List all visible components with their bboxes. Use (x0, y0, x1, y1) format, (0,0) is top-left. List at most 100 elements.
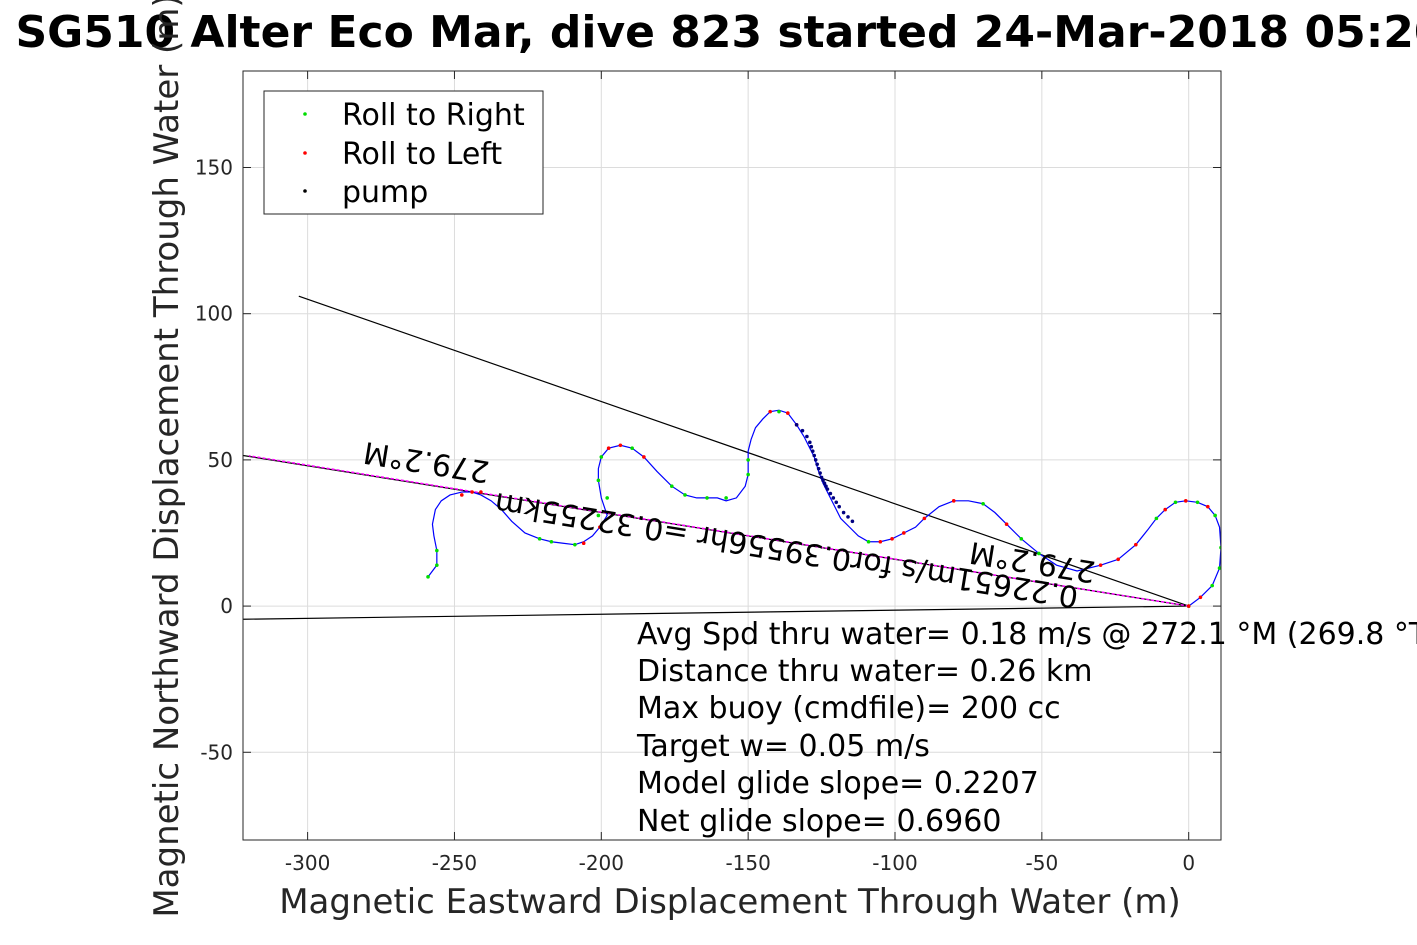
roll-right-point (549, 539, 554, 544)
pump-point (812, 453, 817, 458)
roll-left-point (642, 455, 646, 459)
roll-right-point (866, 539, 871, 544)
y-axis-label: Magnetic Northward Displacement Through … (147, 0, 187, 918)
annotation-model-glide: Model glide slope= 0.2207 (637, 766, 1039, 801)
pump-point (850, 519, 855, 524)
roll-left-point (1098, 563, 1103, 567)
pump-point (809, 444, 814, 449)
x-tick-label: -150 (725, 851, 770, 875)
pump-point (846, 515, 850, 519)
roll-left-point (460, 493, 464, 497)
roll-right-point (724, 496, 728, 500)
annotation-max-buoy: Max buoy (cmdfile)= 200 cc (637, 691, 1061, 726)
roll-left-point (618, 443, 623, 448)
roll-left-point (1183, 499, 1188, 503)
annotation-target-w: Target w= 0.05 m/s (636, 729, 930, 764)
roll-right-point (537, 537, 542, 541)
chart-title: SG510 Alter Eco Mar, dive 823 started 24… (15, 7, 1417, 58)
y-tick-label: 100 (195, 302, 233, 326)
heading-line-magenta (248, 455, 1189, 607)
pump-point (824, 484, 828, 489)
pump-point (808, 440, 812, 445)
roll-right-point (1210, 583, 1214, 588)
roll-left-point (1004, 522, 1009, 527)
x-tick-label: -250 (432, 851, 477, 875)
roll-right-point (435, 563, 439, 567)
roll-right-point (705, 496, 709, 500)
pump-point (828, 491, 833, 496)
annotation-avg-speed: Avg Spd thru water= 0.18 m/s @ 272.1 °M … (637, 617, 1417, 652)
pump-point (822, 481, 827, 486)
roll-left-point (479, 490, 483, 494)
pump-point (816, 466, 821, 471)
roll-left-point (1134, 542, 1138, 547)
roll-left-point (470, 490, 474, 494)
track-points (426, 409, 1221, 608)
roll-left-point (922, 516, 927, 521)
legend-box (263, 90, 544, 215)
roll-right-point (981, 501, 985, 506)
roll-right-point (1019, 537, 1024, 541)
roll-left-point (1198, 595, 1203, 600)
legend-marker-pump (303, 189, 307, 193)
roll-right-point (1213, 513, 1217, 518)
legend-marker-roll-right (303, 112, 307, 116)
pump-point (834, 500, 839, 505)
pump-point (831, 496, 836, 500)
roll-left-point (768, 409, 772, 414)
pump-point (800, 428, 805, 433)
roll-right-point (1173, 500, 1178, 505)
pump-point (825, 487, 830, 491)
roll-left-point (890, 537, 894, 541)
roll-right-point (596, 478, 601, 483)
roll-right-point (599, 455, 604, 459)
pump-point (818, 471, 822, 475)
pump-point (821, 478, 825, 483)
pump-point (794, 422, 799, 427)
roll-right-point (1037, 551, 1041, 556)
x-tick-label: -200 (579, 851, 624, 875)
pump-point (841, 510, 846, 515)
annotation-net-glide: Net glide slope= 0.6960 (637, 804, 1001, 839)
roll-right-point (746, 472, 750, 477)
roll-left-point (1205, 504, 1210, 509)
x-tick-label: -50 (1026, 851, 1059, 875)
roll-left-point (606, 446, 611, 450)
roll-right-point (777, 409, 781, 414)
reference-line (243, 605, 1189, 620)
roll-right-point (426, 575, 430, 579)
plot-frame (242, 70, 1222, 841)
roll-left-point (786, 411, 790, 415)
y-tick-label: 150 (195, 155, 233, 179)
tick-labels: -300 -250 -200 -150 -100 -50 0 -50 0 50 100 150 (195, 155, 1195, 875)
x-tick-label: 0 (1182, 851, 1195, 875)
legend-label-pump: pump (342, 175, 428, 210)
x-tick-label: -100 (872, 851, 917, 875)
x-tick-label: -300 (285, 851, 330, 875)
axis-ticks (243, 71, 1221, 840)
roll-right-point (605, 496, 609, 500)
roll-left-point (1186, 604, 1191, 608)
roll-left-point (878, 539, 883, 544)
x-axis-label: Magnetic Eastward Displacement Through W… (279, 882, 1181, 922)
roll-left-point (581, 541, 586, 546)
summary-annotations: Avg Spd thru water= 0.18 m/s @ 272.1 °M … (636, 617, 1417, 839)
roll-right-point (1217, 566, 1221, 570)
annotation-distance: Distance thru water= 0.26 km (637, 654, 1092, 689)
roll-right-point (435, 548, 439, 553)
reference-line (243, 454, 1189, 607)
roll-left-point (951, 499, 956, 503)
y-tick-label: 50 (208, 448, 233, 472)
pump-point (813, 458, 818, 462)
pump-point (815, 462, 819, 467)
pump-point (805, 434, 809, 439)
y-tick-label: -50 (200, 740, 233, 764)
roll-left-point (1163, 507, 1167, 512)
roll-right-point (596, 513, 601, 518)
roll-right-point (669, 484, 674, 489)
roll-right-point (683, 493, 687, 497)
roll-right-point (1154, 516, 1159, 521)
roll-left-point (902, 531, 906, 535)
roll-right-point (1195, 500, 1200, 505)
